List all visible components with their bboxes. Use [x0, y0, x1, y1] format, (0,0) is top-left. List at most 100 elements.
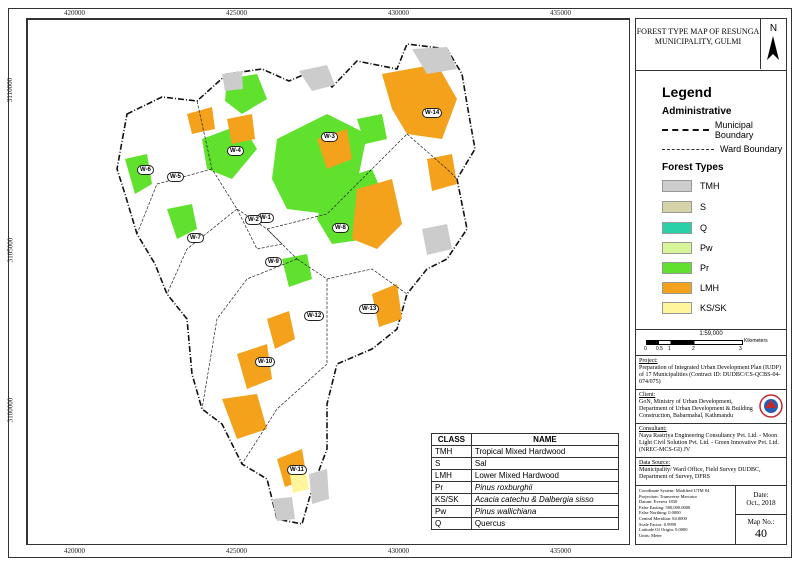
project-box: Project: Preparation of Integrated Urban…: [636, 356, 786, 390]
coord-line: Units: Meter: [639, 532, 662, 538]
title-box: FOREST TYPE MAP OF RESUNGA MUNICIPALITY,…: [636, 19, 786, 71]
lmh-swatch: [662, 282, 692, 294]
source-heading: Data Source:: [639, 460, 671, 466]
y-tick-left: 3100000: [6, 397, 15, 423]
ward-label[interactable]: W-3: [321, 132, 338, 142]
class-header: CLASS: [431, 433, 472, 446]
coordinate-info: Coordinate System: Modified UTM 84 Proje…: [636, 486, 736, 544]
x-tick-top: 420000: [64, 9, 85, 17]
table-row: Pw Pinus wallichiana: [431, 505, 620, 518]
ward-label[interactable]: W-7: [187, 233, 204, 243]
scale-unit: Kilometers: [744, 338, 768, 344]
x-tick-top: 435000: [550, 9, 571, 17]
client-text: GoN, Ministry of Urban Development, Depa…: [639, 399, 753, 419]
legend-tmh: TMH: [662, 179, 720, 193]
table-row: Q Quercus: [431, 517, 620, 530]
consultant-box: Consultant: Naya Rastriya Engineering Co…: [636, 424, 786, 458]
municipal-label: Municipal Boundary: [714, 120, 754, 140]
legend-lmh: LMH: [662, 281, 719, 295]
mapno-box: Map No.: 40: [736, 515, 786, 547]
class-cell: Pr: [431, 481, 472, 494]
q-swatch: [662, 222, 692, 234]
ward-line-icon: [662, 148, 714, 150]
legend-title: Legend: [662, 84, 712, 100]
scale-tick: 2: [692, 346, 695, 352]
ward-label[interactable]: W-12: [304, 311, 325, 321]
legend-municipal: Municipal Boundary: [662, 120, 786, 140]
project-heading: Project:: [639, 358, 658, 364]
north-arrow-icon: [767, 36, 779, 60]
lmh-label: LMH: [700, 283, 720, 293]
coord-line: False Easting: 500,000.0000: [639, 504, 691, 510]
class-cell: KS/SK: [431, 493, 472, 506]
project-text: Preparation of Integrated Urban Developm…: [639, 365, 781, 385]
q-label: Q: [700, 223, 708, 233]
class-cell: Q: [431, 517, 472, 530]
ward-label[interactable]: W-9: [265, 257, 282, 267]
scale-tick: 3: [739, 346, 742, 352]
x-tick-bottom: 420000: [64, 547, 85, 555]
legend-pw: Pw: [662, 241, 713, 255]
divider: [636, 329, 786, 330]
x-tick-bottom: 435000: [550, 547, 571, 555]
ward-label[interactable]: W-4: [227, 146, 244, 156]
x-tick-top: 425000: [226, 9, 247, 17]
ward-label[interactable]: W-14: [422, 108, 443, 118]
ward-label[interactable]: W-2: [245, 215, 262, 225]
date-value: Oct., 2018: [746, 499, 776, 507]
scale-tick: 1: [668, 346, 671, 352]
map-frame[interactable]: W-1 W-2 W-3 W-4 W-5 W-6 W-7 W-8 W-9 W-10…: [26, 18, 630, 545]
pw-label: Pw: [700, 243, 713, 253]
ward-label[interactable]: W-6: [137, 165, 154, 175]
ward-label-text: Ward Boundary: [720, 144, 783, 154]
ward-label[interactable]: W-13: [359, 304, 380, 314]
info-box: Coordinate System: Modified UTM 84 Proje…: [636, 486, 786, 544]
outer-frame: [8, 8, 792, 558]
ward-label[interactable]: W-11: [287, 465, 307, 475]
scale-tick: 0: [644, 346, 647, 352]
client-heading: Client:: [639, 392, 656, 398]
ward-label[interactable]: W-5: [167, 172, 184, 182]
municipal-line-icon: [662, 129, 709, 131]
s-swatch: [662, 201, 692, 213]
mapno-label: Map No.:: [747, 518, 775, 526]
name-cell: Acacia catechu & Dalbergia sisso: [470, 493, 620, 506]
legend-q: Q: [662, 221, 707, 235]
table-row: Pr Pinus roxburghii: [431, 481, 620, 494]
x-tick-bottom: 430000: [388, 547, 409, 555]
pr-swatch: [662, 262, 692, 274]
scale-graphic: [646, 340, 743, 345]
ward-label[interactable]: W-8: [332, 223, 349, 233]
coord-line: Projection: Transverse Mercator: [639, 493, 697, 499]
client-box: Client: GoN, Ministry of Urban Developme…: [636, 390, 786, 424]
map-title: FOREST TYPE MAP OF RESUNGA MUNICIPALITY,…: [636, 27, 760, 46]
tmh-label: TMH: [700, 181, 720, 191]
scale-bar: 1:59,000 Kilometers 0 0.5 1 2 3: [636, 330, 786, 356]
y-tick-left: 3105000: [6, 237, 15, 263]
table-row: TMH Tropical Mixed Hardwood: [431, 445, 620, 458]
ward-boundaries: [136, 100, 458, 465]
north-label: N: [769, 23, 778, 34]
forest-title: Forest Types: [662, 162, 724, 173]
x-tick-top: 430000: [388, 9, 409, 17]
kssk-swatch: [662, 302, 692, 314]
ward-label[interactable]: W-10: [255, 357, 276, 367]
coord-line: Central Meridian: 84.0000: [639, 515, 687, 521]
scale-ratio: 1:59,000: [699, 331, 723, 337]
class-cell: LMH: [431, 469, 472, 482]
coord-line: Coordinate System: Modified UTM 84: [639, 488, 710, 493]
lmh-forest: [187, 64, 457, 487]
tmh-forest: [222, 47, 457, 521]
name-cell: Sal: [470, 457, 620, 470]
class-cell: TMH: [431, 445, 472, 458]
name-cell: Pinus roxburghii: [470, 481, 620, 494]
map-canvas[interactable]: [27, 19, 630, 545]
x-tick-bottom: 425000: [226, 547, 247, 555]
pr-label: Pr: [700, 263, 709, 273]
legend-ward: Ward Boundary: [662, 142, 782, 156]
scale-tick: 0.5: [656, 346, 663, 352]
tmh-swatch: [662, 180, 692, 192]
legend-s: S: [662, 200, 706, 214]
source-box: Data Source: Municipality/ Ward Office, …: [636, 458, 786, 486]
